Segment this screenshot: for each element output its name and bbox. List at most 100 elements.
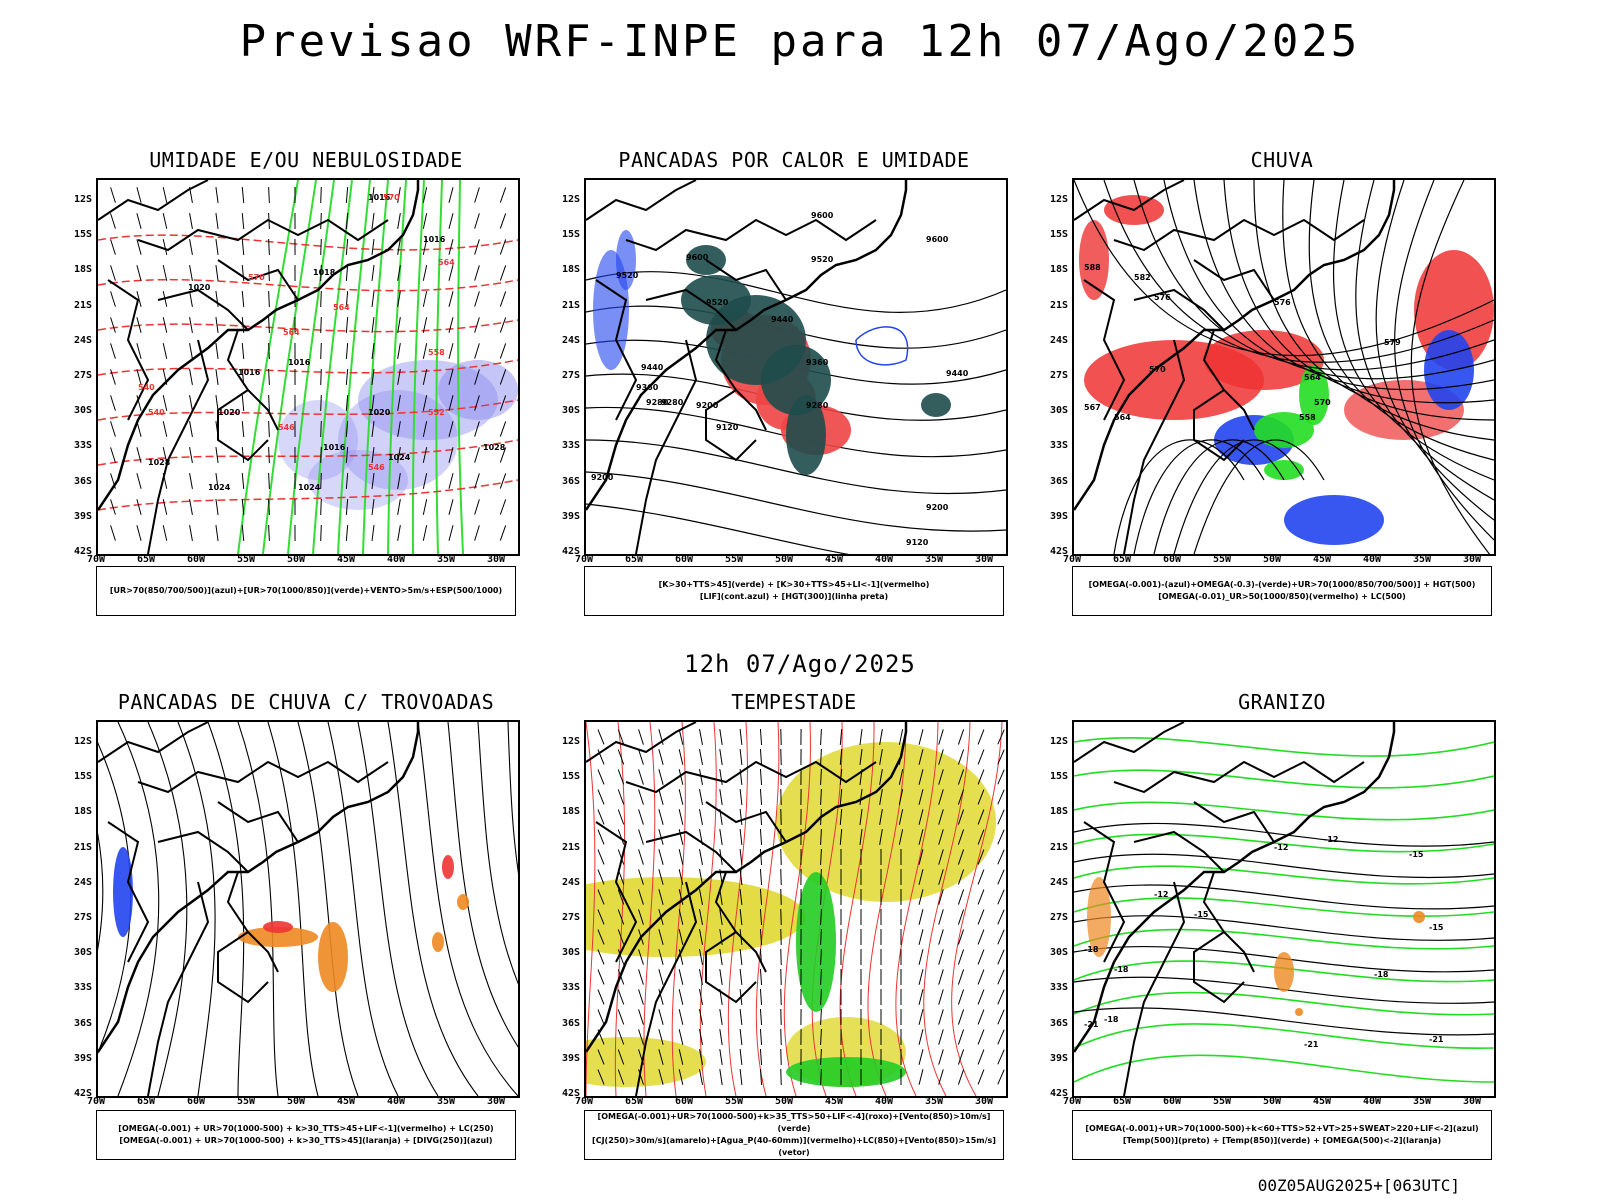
wind850-vector bbox=[698, 749, 704, 765]
temp850-contour bbox=[1074, 928, 1494, 950]
streamline-250 bbox=[297, 722, 359, 1096]
wind-vector bbox=[371, 395, 375, 411]
humidity-low-contour bbox=[411, 180, 425, 554]
country-border bbox=[595, 821, 638, 963]
latitude-tick-label: 27S bbox=[561, 912, 580, 923]
wind-vector bbox=[189, 525, 193, 541]
wind850-vector bbox=[617, 1009, 625, 1025]
wind850-vector bbox=[820, 728, 822, 746]
wind850-vector bbox=[918, 1049, 924, 1065]
legend-line: [OMEGA(-0.001)-(azul)+OMEGA(-0.3)-(verde… bbox=[1088, 580, 1476, 589]
latitude-tick-label: 12S bbox=[561, 194, 580, 205]
wind-vector bbox=[136, 525, 142, 541]
wind850-vector bbox=[839, 808, 843, 826]
temp850-contour bbox=[1074, 991, 1494, 1016]
wind850-area bbox=[786, 1057, 906, 1087]
wind-vector bbox=[397, 317, 401, 333]
wind-vector bbox=[448, 291, 454, 307]
country-border bbox=[705, 259, 787, 301]
country-border bbox=[217, 801, 299, 843]
hgt500-contour bbox=[1282, 180, 1494, 441]
geopotential-label: 9600 bbox=[926, 235, 949, 244]
wind-vector bbox=[499, 369, 507, 385]
wind-vector bbox=[268, 238, 270, 256]
longitude-tick-label: 65W bbox=[624, 554, 644, 565]
longitude-tick-label: 40W bbox=[1362, 554, 1382, 565]
wind850-vector bbox=[938, 1029, 944, 1045]
wind-vector bbox=[422, 291, 428, 307]
country-border bbox=[625, 760, 877, 794]
forecast-map: 1016 1016 1018 1020 1016 1016 1020 1020 1016 1024… bbox=[96, 178, 520, 556]
instability-area-green bbox=[921, 393, 951, 417]
latitude-tick-label: 18S bbox=[73, 264, 92, 276]
longitude-tick-label: 60W bbox=[674, 554, 694, 565]
temp-contour-label: -15 bbox=[1409, 850, 1424, 859]
wind850-vector bbox=[820, 948, 822, 966]
wind850-vector bbox=[859, 749, 863, 765]
longitude-tick-label: 65W bbox=[136, 1096, 156, 1107]
longitude-tick-label: 40W bbox=[874, 1096, 894, 1107]
thickness-dashed-contour bbox=[98, 439, 518, 466]
humidity-low-contour bbox=[262, 180, 317, 554]
wind850-vector bbox=[739, 868, 743, 886]
wind850-vector bbox=[638, 1029, 644, 1045]
hgt500-contour bbox=[1103, 180, 1494, 363]
panel-legend: [OMEGA(-0.001)+UR>70(1000-500)+k<60+TTS>… bbox=[1072, 1110, 1492, 1160]
rain-omega-green bbox=[1299, 365, 1329, 425]
wind850-vector bbox=[759, 1008, 763, 1026]
thickness-contour-label: 570 bbox=[248, 273, 265, 282]
wind850-vector bbox=[918, 1069, 924, 1085]
country-border bbox=[1133, 830, 1225, 873]
wind-vector bbox=[241, 342, 245, 360]
latitude-tick-label: 12S bbox=[73, 736, 92, 747]
geopotential-label: 9120 bbox=[716, 423, 739, 432]
wind850-vector bbox=[918, 969, 924, 985]
wind-vector bbox=[110, 343, 116, 359]
wind850-vector bbox=[638, 789, 644, 805]
wind-vector bbox=[474, 343, 480, 359]
rain-omega-red bbox=[1079, 220, 1109, 300]
wind-vector bbox=[320, 394, 322, 412]
wind850-vector bbox=[739, 968, 743, 986]
wind850-vector bbox=[597, 809, 605, 825]
geopotential-contour bbox=[586, 439, 1006, 495]
latitude-tick-label: 24S bbox=[1049, 334, 1068, 346]
country-border bbox=[586, 180, 697, 221]
wind850-vector bbox=[638, 749, 644, 765]
wind-vector bbox=[474, 317, 480, 333]
latitude-tick-label: 42S bbox=[561, 546, 580, 557]
latitude-tick-label: 36S bbox=[1049, 1017, 1068, 1029]
longitude-tick-label: 55W bbox=[724, 1096, 744, 1107]
temp-contour-label: -15 bbox=[1429, 923, 1444, 932]
wind850-vector bbox=[997, 829, 1005, 845]
wind-vector bbox=[422, 239, 428, 255]
wind850-vector bbox=[918, 849, 924, 865]
wind850-vector bbox=[638, 869, 644, 885]
wind850-vector bbox=[617, 769, 625, 785]
geopotential-label: 9360 bbox=[806, 358, 829, 367]
wind-vector bbox=[320, 524, 322, 542]
country-border bbox=[625, 218, 877, 252]
streamline-250 bbox=[177, 722, 216, 1096]
wind850-vector bbox=[938, 1009, 944, 1025]
wind-vector bbox=[268, 420, 270, 438]
wind850-vector bbox=[638, 809, 644, 825]
wind-vector bbox=[448, 525, 454, 541]
wind850-vector bbox=[859, 789, 863, 805]
wind850-vector bbox=[997, 889, 1005, 905]
longitude-tick-label: 35W bbox=[436, 1096, 456, 1107]
wind-vector bbox=[371, 447, 375, 463]
wind-vector bbox=[320, 472, 322, 490]
wind850-vector bbox=[658, 949, 664, 965]
legend-line: [UR>70(850/700/500)](azul)+[UR>70(1000/8… bbox=[109, 586, 503, 595]
wind850-area bbox=[796, 872, 836, 1012]
wind850-vector bbox=[719, 1009, 723, 1025]
wind-vector bbox=[110, 421, 116, 437]
latitude-tick-label: 30S bbox=[73, 405, 92, 417]
wind850-vector bbox=[977, 909, 985, 925]
wind850-vector bbox=[698, 789, 704, 805]
legend-line: [LIF](cont.azul) + [HGT(300)](linha pret… bbox=[699, 592, 889, 601]
streamline bbox=[1153, 439, 1285, 554]
wind-vector bbox=[215, 395, 219, 411]
streamline-250 bbox=[207, 722, 245, 1096]
